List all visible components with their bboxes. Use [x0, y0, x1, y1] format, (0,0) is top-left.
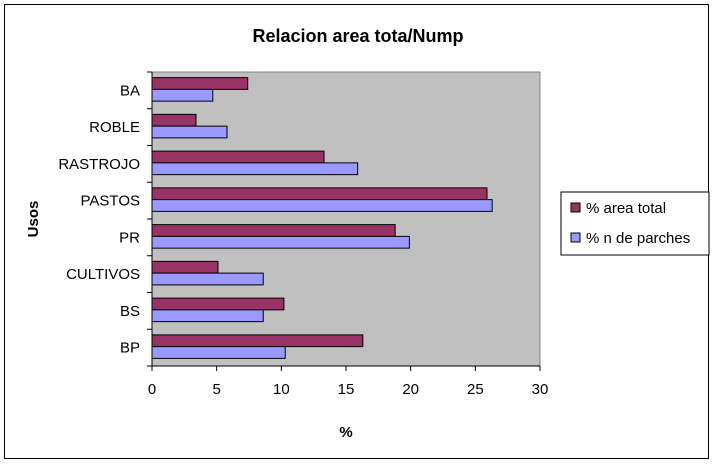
y-tick-label: BA — [120, 82, 140, 99]
legend-swatch — [570, 232, 581, 243]
bar-area-total-pastos — [151, 187, 488, 201]
plot-area: BA ROBLE RASTROJO PASTOS PR CULTIVOS BS BP 0 5 10 1… — [58, 71, 549, 398]
y-tick-label: ROBLE — [89, 119, 140, 136]
x-axis-label: % — [339, 424, 352, 441]
bar-area-total-rastrojo — [151, 150, 325, 164]
y-tick-label: BP — [120, 340, 140, 357]
y-tick-label: PR — [119, 229, 140, 246]
y-tick-label: PASTOS — [81, 193, 140, 210]
x-tick-label: 0 — [148, 381, 156, 398]
bar-n-parches-bp — [151, 346, 286, 359]
bar-area-total-bp — [151, 334, 364, 348]
x-tick-label: 20 — [402, 381, 419, 398]
bar-n-parches-bs — [151, 309, 264, 323]
y-tick-label: CULTIVOS — [66, 266, 140, 283]
bar-area-total-pr — [151, 224, 396, 237]
legend-box — [560, 191, 710, 256]
bar-area-total-roble — [151, 113, 197, 127]
legend-swatch — [570, 202, 581, 213]
bar-n-parches-pastos — [151, 199, 493, 212]
x-tick-label: 15 — [338, 381, 355, 398]
bar-n-parches-ba — [151, 88, 214, 102]
chart-title: Relacion area tota/Nump — [252, 26, 463, 46]
bar-n-parches-rastrojo — [151, 162, 359, 176]
bar-n-parches-roble — [151, 125, 228, 139]
legend: % area total % n de parches — [560, 191, 710, 256]
x-tick-label: 10 — [273, 381, 290, 398]
x-tick-label: 25 — [467, 381, 484, 398]
y-tick-label: BS — [120, 303, 140, 320]
x-tick-label: 30 — [532, 381, 549, 398]
legend-label: % n de parches — [586, 230, 690, 247]
bar-area-total-cultivos — [151, 260, 219, 274]
bar-area-total-bs — [151, 297, 285, 311]
bar-n-parches-cultivos — [151, 272, 264, 286]
legend-label: % area total — [586, 200, 666, 217]
x-tick-label: 5 — [212, 381, 220, 398]
y-tick-label: RASTROJO — [58, 156, 140, 173]
bar-area-total-ba — [151, 77, 249, 90]
bar-n-parches-pr — [151, 235, 410, 249]
y-axis-label: Usos — [25, 201, 42, 238]
